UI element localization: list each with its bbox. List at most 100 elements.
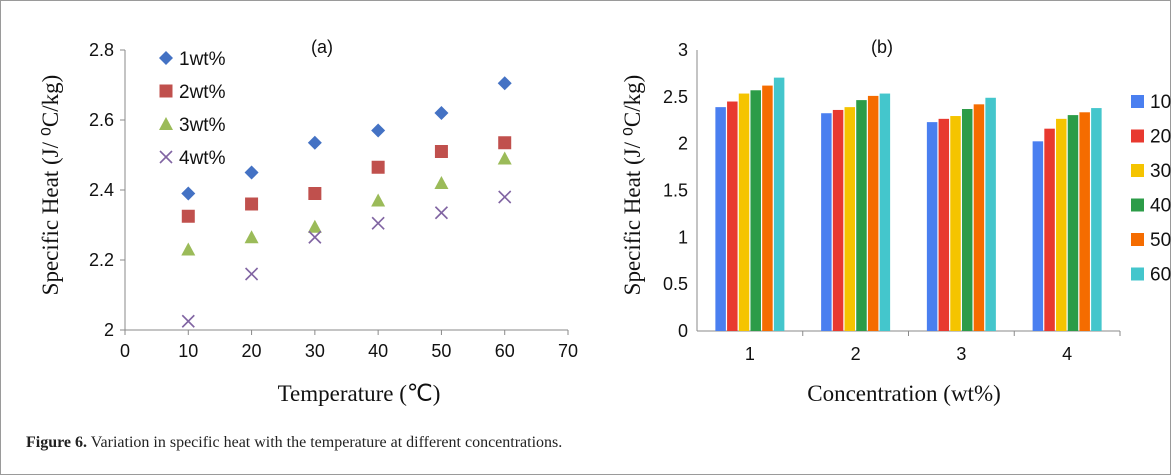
bar [973, 104, 985, 332]
legend-label: 3wt% [179, 115, 226, 136]
series-1wt [181, 76, 512, 201]
data-point [181, 209, 195, 223]
bar [961, 109, 973, 331]
data-point [307, 219, 322, 233]
x-marker-stroke [308, 230, 322, 244]
figure-label: Figure 6. [26, 434, 88, 451]
data-point [308, 230, 322, 244]
legend-label: 60℃ [1150, 265, 1171, 286]
legend-swatch [1131, 164, 1144, 177]
bar [938, 118, 950, 331]
bar [1067, 115, 1079, 332]
legend-swatch [1131, 233, 1144, 246]
series-4wt [181, 190, 512, 328]
y-tick-label: 3 [678, 40, 688, 60]
x-tick-label: 70 [558, 341, 578, 361]
bar [750, 90, 761, 331]
legend-label: 40℃ [1150, 196, 1171, 217]
y-tick-label: 2.8 [89, 40, 114, 60]
y-tick-label: 1.5 [663, 181, 688, 201]
data-point [498, 136, 512, 150]
legend-label: 2wt% [179, 82, 226, 103]
x-axis-title: Concentration (wt%) [807, 381, 1001, 406]
data-point [371, 193, 386, 207]
data-point [434, 145, 448, 158]
x-tick-label: 30 [305, 341, 325, 361]
x-tick-label: 2 [851, 344, 861, 364]
legend-label: 1wt% [179, 49, 226, 70]
bar [762, 85, 773, 332]
bar [867, 95, 879, 331]
y-tick-label: 2 [104, 320, 114, 340]
bar [1091, 108, 1102, 331]
data-point [308, 187, 322, 200]
y-tick-label: 2 [678, 134, 688, 154]
panel-label: (a) [311, 37, 333, 57]
legend-label: 20℃ [1150, 127, 1171, 148]
bar [1044, 128, 1055, 331]
bar [727, 101, 738, 332]
bar [926, 122, 938, 331]
bar [985, 97, 996, 332]
x-marker-stroke [434, 206, 448, 220]
legend-swatch [1131, 198, 1144, 212]
data-point [245, 267, 259, 281]
bar [879, 93, 891, 332]
figure-caption-text: Variation in specific heat with the temp… [87, 434, 563, 451]
data-point [497, 76, 512, 91]
bar [950, 116, 961, 331]
bar [856, 100, 867, 331]
x-tick-label: 60 [495, 341, 515, 361]
series-2wt [181, 136, 512, 223]
x-tick-label: 10 [178, 341, 198, 361]
bar [715, 107, 726, 332]
y-axis-title: Specific Heat (J/ ⁰C/kg) [38, 75, 63, 296]
data-point [371, 123, 386, 138]
legend-swatch [1131, 95, 1144, 108]
y-axis-title: Specific Heat (J/ ⁰C/kg) [620, 75, 645, 296]
scatter-chart-a: 2 2.2 2.4 2.6 2.8 0 10 20 30 40 50 60 70 Temperature … [38, 37, 578, 406]
data-point [181, 242, 196, 256]
bar-chart-b: 0 0.5 1 1.5 2 2.5 3 1 2 3 4 Concentration (wt%) Spec… [620, 37, 1171, 406]
y-tick-label: 2.2 [89, 250, 114, 270]
data-point [244, 165, 259, 180]
y-tick-label: 2.4 [89, 180, 114, 200]
x-axis-title: Temperature (℃) [278, 381, 441, 406]
data-point [307, 135, 322, 150]
figure-caption: Figure 6. Variation in specific heat wit… [26, 434, 562, 452]
x-tick-label: 40 [368, 341, 388, 361]
panel-label: (b) [871, 37, 893, 57]
legend-label: 10℃ [1150, 92, 1171, 113]
data-point [371, 160, 385, 174]
bar [1079, 112, 1090, 331]
bar [821, 113, 832, 331]
x-tick-label: 50 [431, 341, 451, 361]
data-point [371, 216, 385, 230]
legend-marker [159, 84, 173, 98]
legend-marker [159, 117, 173, 130]
series-3wt [181, 151, 512, 256]
bar [832, 109, 844, 332]
data-point [497, 151, 512, 165]
legend-swatch [1131, 267, 1144, 281]
x-tick-label: 4 [1062, 344, 1072, 364]
y-tick-label: 0 [678, 321, 688, 341]
bar [773, 77, 785, 331]
data-point [244, 230, 259, 244]
data-point [434, 206, 448, 220]
x-marker-stroke [371, 216, 385, 230]
data-point [181, 186, 196, 201]
legend-label: 4wt% [179, 148, 226, 169]
bar [1032, 141, 1044, 331]
x-marker-stroke [159, 150, 173, 164]
x-marker-stroke [181, 314, 195, 328]
legend-marker [159, 51, 173, 65]
x-tick-label: 0 [120, 341, 130, 361]
x-tick-label: 20 [242, 341, 262, 361]
legend-marker [159, 150, 173, 164]
legend-label: 30℃ [1150, 161, 1171, 182]
y-tick-label: 1 [678, 227, 688, 247]
data-point [181, 314, 195, 328]
y-tick-label: 2.6 [89, 110, 114, 130]
x-tick-label: 1 [745, 344, 755, 364]
